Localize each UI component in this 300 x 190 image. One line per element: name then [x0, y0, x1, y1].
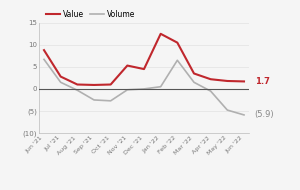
Text: 1.7: 1.7: [255, 77, 269, 86]
Text: (5.9): (5.9): [255, 110, 274, 120]
Legend: Value, Volume: Value, Volume: [43, 7, 138, 22]
